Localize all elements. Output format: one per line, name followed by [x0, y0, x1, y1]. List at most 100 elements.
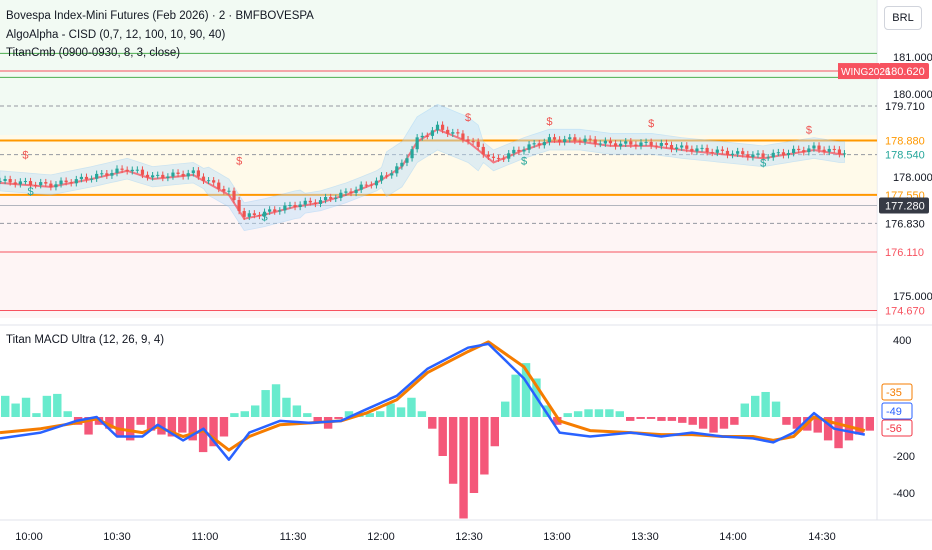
- macd-hist-bar: [105, 417, 114, 429]
- price-label-176830-bg: [879, 215, 929, 232]
- macd-hist-bar: [126, 417, 135, 441]
- candle-body: [385, 175, 389, 177]
- price-label-178540: 178.540: [885, 150, 925, 162]
- candle-body: [557, 139, 562, 143]
- candle-body: [8, 179, 12, 183]
- macd-hist-bar: [438, 417, 447, 456]
- candle-body: [822, 149, 826, 152]
- candle-body: [776, 152, 780, 154]
- candle-body: [115, 168, 119, 173]
- candle-body: [578, 140, 582, 142]
- candle-body: [100, 173, 104, 175]
- candle-body: [664, 142, 669, 146]
- candle-body: [629, 141, 633, 145]
- candle-body: [837, 149, 841, 155]
- candle-body: [84, 176, 89, 180]
- macd-hist-bar: [573, 411, 583, 417]
- time-tick-1430: 14:30: [808, 531, 836, 543]
- macd-pane-title[interactable]: Titan MACD Ultra (12, 26, 9, 4): [6, 334, 165, 346]
- macd-hist-bar: [792, 417, 802, 429]
- candle-body: [318, 200, 323, 204]
- price-tick-175-000: 175.000: [893, 291, 932, 303]
- macd-hist-bar: [386, 403, 395, 417]
- macd-hist-bar: [730, 417, 739, 425]
- candle-body: [379, 175, 384, 181]
- candle-body: [227, 190, 231, 192]
- candle-body: [537, 143, 541, 146]
- candle-body: [257, 215, 262, 217]
- macd-hist-bar: [771, 401, 781, 417]
- candle-body: [817, 145, 821, 150]
- macd-hist-bar: [188, 417, 197, 441]
- macd-value-label-0: -35: [886, 387, 902, 399]
- candle-body: [502, 158, 506, 160]
- candle-body: [730, 153, 735, 155]
- macd-hist-bar: [303, 413, 312, 417]
- candle-body: [451, 132, 455, 134]
- indicator-cisd-label[interactable]: AlgoAlpha - CISD (0,7, 12, 100, 10, 90, …: [6, 29, 226, 41]
- candle-body: [252, 213, 256, 216]
- candle-body: [359, 184, 363, 190]
- candle-body: [751, 154, 755, 158]
- candle-body: [217, 182, 221, 189]
- macd-hist-bar: [584, 409, 593, 417]
- macd-hist-bar: [469, 417, 479, 493]
- price-label-180620: 180.620: [885, 66, 925, 78]
- candle-body: [741, 151, 745, 155]
- candle-body: [334, 197, 338, 199]
- candle-body: [186, 173, 190, 177]
- price-label-177280: 177.280: [885, 201, 925, 213]
- macd-hist-bar: [115, 417, 124, 437]
- macd-hist-bar: [261, 390, 270, 417]
- indicator-titancmb-label[interactable]: TitanCmb (0900-0930, 8, 3, close): [6, 47, 181, 59]
- macd-hist-bar: [698, 417, 708, 429]
- candle-body: [527, 144, 531, 150]
- macd-hist-bar: [594, 409, 604, 417]
- candle-body: [23, 181, 28, 183]
- candle-body: [440, 124, 445, 130]
- candle-body: [710, 152, 714, 154]
- candle-body: [507, 153, 511, 159]
- candle-body: [797, 148, 801, 151]
- candle-body: [476, 141, 480, 147]
- candle-body: [603, 140, 607, 144]
- macd-hist-bar: [459, 417, 468, 519]
- candle-body: [598, 143, 602, 145]
- candle-body: [542, 142, 546, 146]
- currency-button[interactable]: BRL: [884, 6, 922, 30]
- signal-marker: $: [22, 149, 28, 161]
- candle-body: [125, 169, 129, 172]
- candle-body: [59, 180, 63, 185]
- volatility-band: [0, 103, 845, 231]
- macd-hist-bar: [42, 395, 52, 417]
- macd-tick-m400: -400: [893, 488, 915, 500]
- price-label-180620-bg: [879, 63, 929, 80]
- candle-body: [28, 181, 33, 186]
- price-label-179710: 179.710: [885, 101, 925, 113]
- candle-body: [613, 143, 618, 147]
- candle-body: [624, 141, 628, 144]
- macd-hist-bar: [251, 405, 260, 417]
- macd-hist-bar: [480, 417, 489, 475]
- orange-zone-shade: [0, 135, 877, 193]
- signal-marker: $: [28, 186, 34, 198]
- price-label-177280-bg: [879, 197, 929, 214]
- lower-zone-shade: [0, 193, 877, 318]
- price-tick-180-000: 180.000: [893, 89, 932, 101]
- macd-hist-bar: [146, 417, 156, 431]
- candle-body: [649, 141, 653, 146]
- macd-hist-bar: [396, 407, 406, 417]
- candle-body: [725, 150, 730, 155]
- candle-body: [608, 140, 613, 144]
- macd-hist-bar: [11, 403, 20, 417]
- candle-body: [89, 178, 94, 180]
- candle-body: [415, 137, 419, 150]
- candle-body: [69, 182, 73, 184]
- candle-body: [705, 147, 709, 153]
- macd-tick-400: 400: [893, 335, 911, 347]
- candle-body: [364, 184, 368, 186]
- macd-hist-bar: [521, 363, 531, 417]
- candle-body: [832, 148, 836, 150]
- candle-body: [339, 192, 343, 198]
- candle-body: [802, 150, 806, 153]
